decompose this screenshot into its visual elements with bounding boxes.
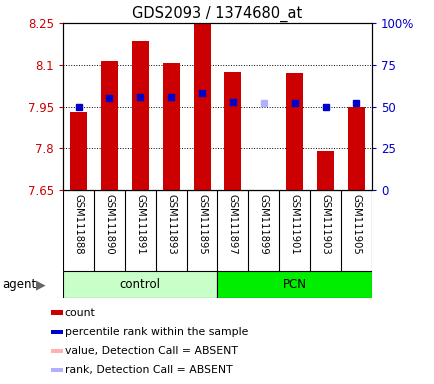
Title: GDS2093 / 1374680_at: GDS2093 / 1374680_at — [132, 5, 302, 22]
Bar — [316, 151, 333, 190]
Bar — [162, 63, 179, 190]
Text: ▶: ▶ — [36, 278, 45, 291]
Bar — [63, 271, 217, 298]
Text: value, Detection Call = ABSENT: value, Detection Call = ABSENT — [65, 346, 237, 356]
Text: agent: agent — [2, 278, 36, 291]
Bar — [217, 271, 371, 298]
Text: PCN: PCN — [282, 278, 306, 291]
Text: GSM111903: GSM111903 — [320, 194, 330, 255]
Text: percentile rank within the sample: percentile rank within the sample — [65, 327, 248, 337]
Text: GSM111901: GSM111901 — [289, 194, 299, 255]
Bar — [51, 310, 62, 315]
Text: GSM111890: GSM111890 — [104, 194, 114, 255]
Bar — [51, 368, 62, 372]
Bar — [132, 41, 148, 190]
Bar — [224, 72, 241, 190]
Text: count: count — [65, 308, 95, 318]
Text: GSM111895: GSM111895 — [197, 194, 207, 255]
Text: GSM111891: GSM111891 — [135, 194, 145, 255]
Text: GSM111897: GSM111897 — [227, 194, 237, 255]
Text: GSM111888: GSM111888 — [73, 194, 83, 255]
Bar — [51, 329, 62, 334]
Text: GSM111899: GSM111899 — [258, 194, 268, 255]
Bar — [347, 106, 364, 190]
Text: GSM111893: GSM111893 — [166, 194, 176, 255]
Text: rank, Detection Call = ABSENT: rank, Detection Call = ABSENT — [65, 365, 232, 375]
Bar — [101, 61, 118, 190]
Text: GSM111905: GSM111905 — [351, 194, 361, 255]
Bar — [70, 112, 87, 190]
Bar — [51, 349, 62, 353]
Text: control: control — [119, 278, 161, 291]
Bar — [286, 73, 302, 190]
Bar — [193, 23, 210, 190]
